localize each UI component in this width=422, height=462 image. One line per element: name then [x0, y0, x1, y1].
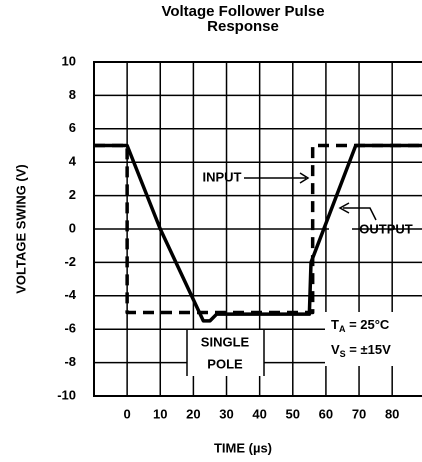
x-tick-label: 50 [286, 406, 300, 421]
legend-arrow [244, 172, 310, 184]
y-tick-label: 8 [69, 87, 76, 102]
x-tick-label: 40 [252, 406, 266, 421]
y-tick-label: -6 [64, 321, 76, 336]
y-tick-label: 4 [69, 154, 77, 169]
x-axis-label: TIME (µs) [214, 440, 272, 455]
condition-label: VS = ±15V [331, 342, 391, 359]
annotation: POLE [207, 356, 243, 371]
condition-text: = ±15V [346, 342, 391, 357]
x-tick-label: 0 [124, 406, 131, 421]
legend-arrow [338, 202, 377, 221]
y-tick-label: -8 [64, 354, 76, 369]
y-axis-label: VOLTAGE SWING (V) [13, 164, 28, 294]
label-background [325, 312, 422, 366]
label-box [186, 330, 265, 376]
label-background [329, 213, 352, 244]
condition-subscript: S [340, 349, 346, 359]
y-tick-label: 2 [69, 187, 76, 202]
legend-label: OUTPUT [359, 221, 413, 236]
y-tick-label: 0 [69, 220, 76, 235]
y-tick-label: -2 [64, 254, 76, 269]
condition-label: TA = 25°C [331, 317, 390, 334]
x-tick-label: 10 [153, 406, 167, 421]
x-tick-label: 70 [352, 406, 366, 421]
x-tick-label: 60 [319, 406, 333, 421]
x-tick-label: 30 [219, 406, 233, 421]
condition-symbol: T [331, 317, 339, 332]
condition-subscript: A [339, 324, 346, 334]
annotation: SINGLE [201, 334, 250, 349]
y-tick-label: 10 [62, 53, 76, 68]
label-background [187, 330, 264, 376]
chart-title: Voltage Follower Pulse Response [161, 3, 325, 35]
condition-symbol: V [331, 342, 340, 357]
x-tick-label: 20 [186, 406, 200, 421]
legend-label: INPUT [203, 169, 242, 184]
condition-text: = 25°C [345, 317, 389, 332]
y-tick-label: -10 [57, 387, 76, 402]
y-tick-label: 6 [69, 120, 76, 135]
series-line [94, 143, 422, 323]
y-tick-label: -4 [64, 287, 76, 302]
x-tick-label: 80 [385, 406, 399, 421]
